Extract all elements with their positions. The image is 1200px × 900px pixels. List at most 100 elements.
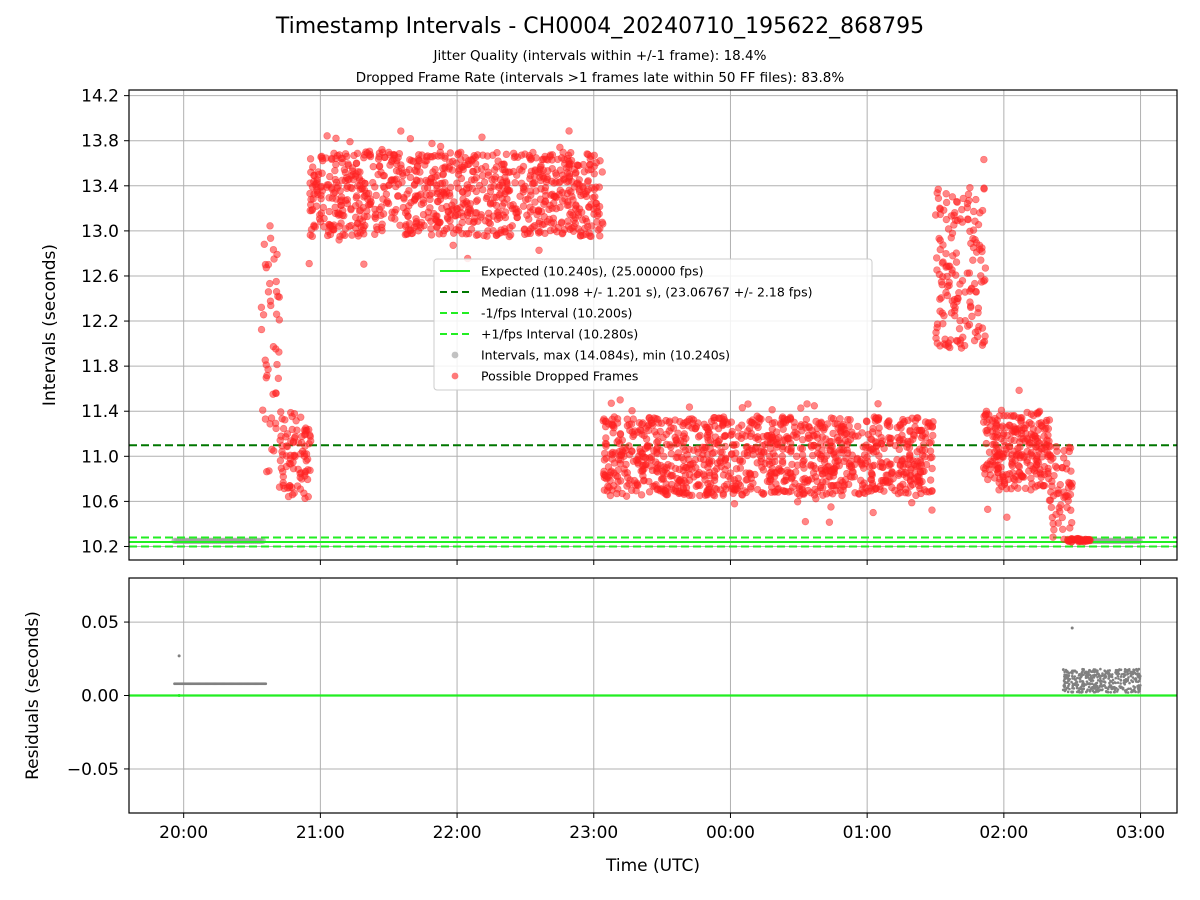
legend-swatch-dot bbox=[451, 351, 459, 359]
dropped-frame-point bbox=[340, 166, 349, 174]
dropped-frame-point bbox=[301, 494, 309, 503]
dropped-frame-point bbox=[944, 342, 952, 350]
dropped-frame-point bbox=[959, 333, 967, 341]
dropped-frame-point bbox=[479, 185, 487, 194]
dropped-frame-point bbox=[859, 488, 868, 497]
dropped-frame-point bbox=[1022, 421, 1030, 429]
dropped-frame-point bbox=[290, 409, 299, 418]
dropped-frame-point bbox=[272, 424, 280, 433]
residual-point bbox=[1091, 674, 1095, 677]
dropped-frame-point bbox=[639, 462, 647, 470]
dropped-frame-point bbox=[372, 191, 380, 200]
dropped-frame-point bbox=[290, 452, 298, 460]
dropped-frame-point bbox=[1027, 486, 1035, 494]
dropped-frame-point bbox=[658, 474, 667, 483]
dropped-frame-point bbox=[360, 230, 368, 238]
residual-point bbox=[1129, 674, 1133, 678]
dropped-frame-point bbox=[274, 374, 283, 383]
dropped-frame-point bbox=[788, 460, 796, 469]
dropped-frame-point bbox=[682, 484, 691, 492]
bottom-y-tick-label: 0.00 bbox=[81, 687, 119, 707]
dropped-frame-point bbox=[356, 206, 365, 215]
residual-point bbox=[1085, 680, 1089, 683]
dropped-frame-point bbox=[980, 155, 988, 164]
dropped-frame-point bbox=[936, 210, 945, 219]
dropped-frame-point bbox=[491, 166, 499, 174]
dropped-frame-point bbox=[809, 462, 818, 470]
dropped-frame-point bbox=[517, 179, 526, 187]
dropped-frame-point bbox=[990, 454, 998, 462]
dropped-frame-point bbox=[1054, 486, 1062, 494]
dropped-frame-point bbox=[778, 457, 787, 465]
dropped-frame-point bbox=[266, 279, 274, 288]
residual-point bbox=[1074, 683, 1078, 687]
dropped-frame-point bbox=[267, 414, 276, 422]
dropped-frame-point bbox=[278, 415, 286, 423]
dropped-frame-point bbox=[689, 416, 698, 424]
residual-point bbox=[1117, 677, 1120, 680]
dropped-frame-point bbox=[980, 184, 988, 192]
dropped-frame-point bbox=[1058, 525, 1067, 533]
residual-point bbox=[1128, 681, 1131, 685]
dropped-frame-point bbox=[565, 161, 574, 169]
residual-point bbox=[1137, 690, 1140, 694]
dropped-frame-point bbox=[766, 445, 775, 453]
legend-entry-label: +1/fps Interval (10.280s) bbox=[481, 327, 638, 342]
dropped-frame-point bbox=[307, 437, 315, 445]
dropped-frame-point bbox=[317, 191, 325, 199]
dropped-frame-point bbox=[379, 210, 388, 218]
dropped-frame-point bbox=[675, 487, 684, 496]
dropped-frame-point bbox=[343, 152, 351, 161]
dropped-frame-point bbox=[877, 439, 886, 448]
dropped-frame-point bbox=[1019, 435, 1027, 443]
dropped-frame-point bbox=[390, 151, 398, 159]
dropped-frame-point bbox=[392, 175, 400, 183]
dropped-frame-point bbox=[859, 443, 867, 451]
bottom-plot-marks bbox=[129, 626, 1177, 697]
residual-point bbox=[1063, 689, 1067, 693]
dropped-frame-point bbox=[477, 211, 486, 219]
dropped-frame-point bbox=[863, 417, 871, 426]
x-tick-label: 21:00 bbox=[296, 823, 345, 843]
residual-point bbox=[1071, 672, 1074, 675]
dropped-frame-point bbox=[1010, 436, 1018, 445]
dropped-frame-point bbox=[343, 182, 352, 190]
dropped-frame-point bbox=[836, 427, 844, 435]
residual-point bbox=[1078, 680, 1082, 683]
dropped-frame-point bbox=[531, 198, 539, 206]
dropped-frame-point bbox=[653, 449, 662, 458]
dropped-frame-point bbox=[952, 258, 961, 266]
legend-entry-label: Expected (10.240s), (25.00000 fps) bbox=[481, 264, 703, 279]
residual-point bbox=[1072, 669, 1076, 673]
residual-point bbox=[1125, 678, 1129, 682]
dropped-frame-point bbox=[783, 466, 791, 474]
dropped-frame-point bbox=[449, 241, 457, 249]
dropped-frame-point bbox=[1062, 491, 1071, 500]
dropped-frame-point bbox=[436, 218, 444, 226]
dropped-frame-point bbox=[846, 416, 854, 424]
dropped-frame-point bbox=[904, 489, 912, 497]
dropped-frame-point bbox=[323, 181, 331, 189]
dropped-frame-point bbox=[417, 223, 425, 232]
dropped-frame-point bbox=[695, 468, 703, 477]
chart-title: Timestamp Intervals - CH0004_20240710_19… bbox=[275, 14, 925, 39]
residual-point bbox=[1123, 670, 1127, 673]
dropped-frame-point bbox=[758, 441, 767, 450]
residual-point bbox=[1066, 675, 1070, 679]
residual-point bbox=[1134, 677, 1138, 681]
dropped-frame-point bbox=[948, 193, 957, 201]
dropped-frame-point bbox=[942, 190, 950, 198]
dropped-frame-point bbox=[573, 180, 581, 188]
dropped-frame-point bbox=[909, 456, 917, 465]
dropped-frame-point bbox=[459, 212, 467, 221]
dropped-frame-point bbox=[940, 312, 948, 320]
top-y-axis-label: Intervals (seconds) bbox=[40, 244, 60, 406]
residual-point bbox=[1086, 673, 1090, 677]
dropped-frame-point bbox=[978, 341, 987, 349]
dropped-frame-point bbox=[770, 488, 779, 496]
dropped-frame-point bbox=[966, 303, 975, 312]
dropped-frame-point bbox=[716, 448, 725, 456]
dropped-frame-point bbox=[732, 465, 741, 473]
dropped-frame-point bbox=[461, 161, 469, 169]
dropped-frame-point bbox=[926, 454, 934, 462]
